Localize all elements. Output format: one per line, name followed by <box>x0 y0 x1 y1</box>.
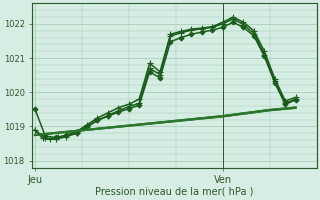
X-axis label: Pression niveau de la mer( hPa ): Pression niveau de la mer( hPa ) <box>95 187 253 197</box>
